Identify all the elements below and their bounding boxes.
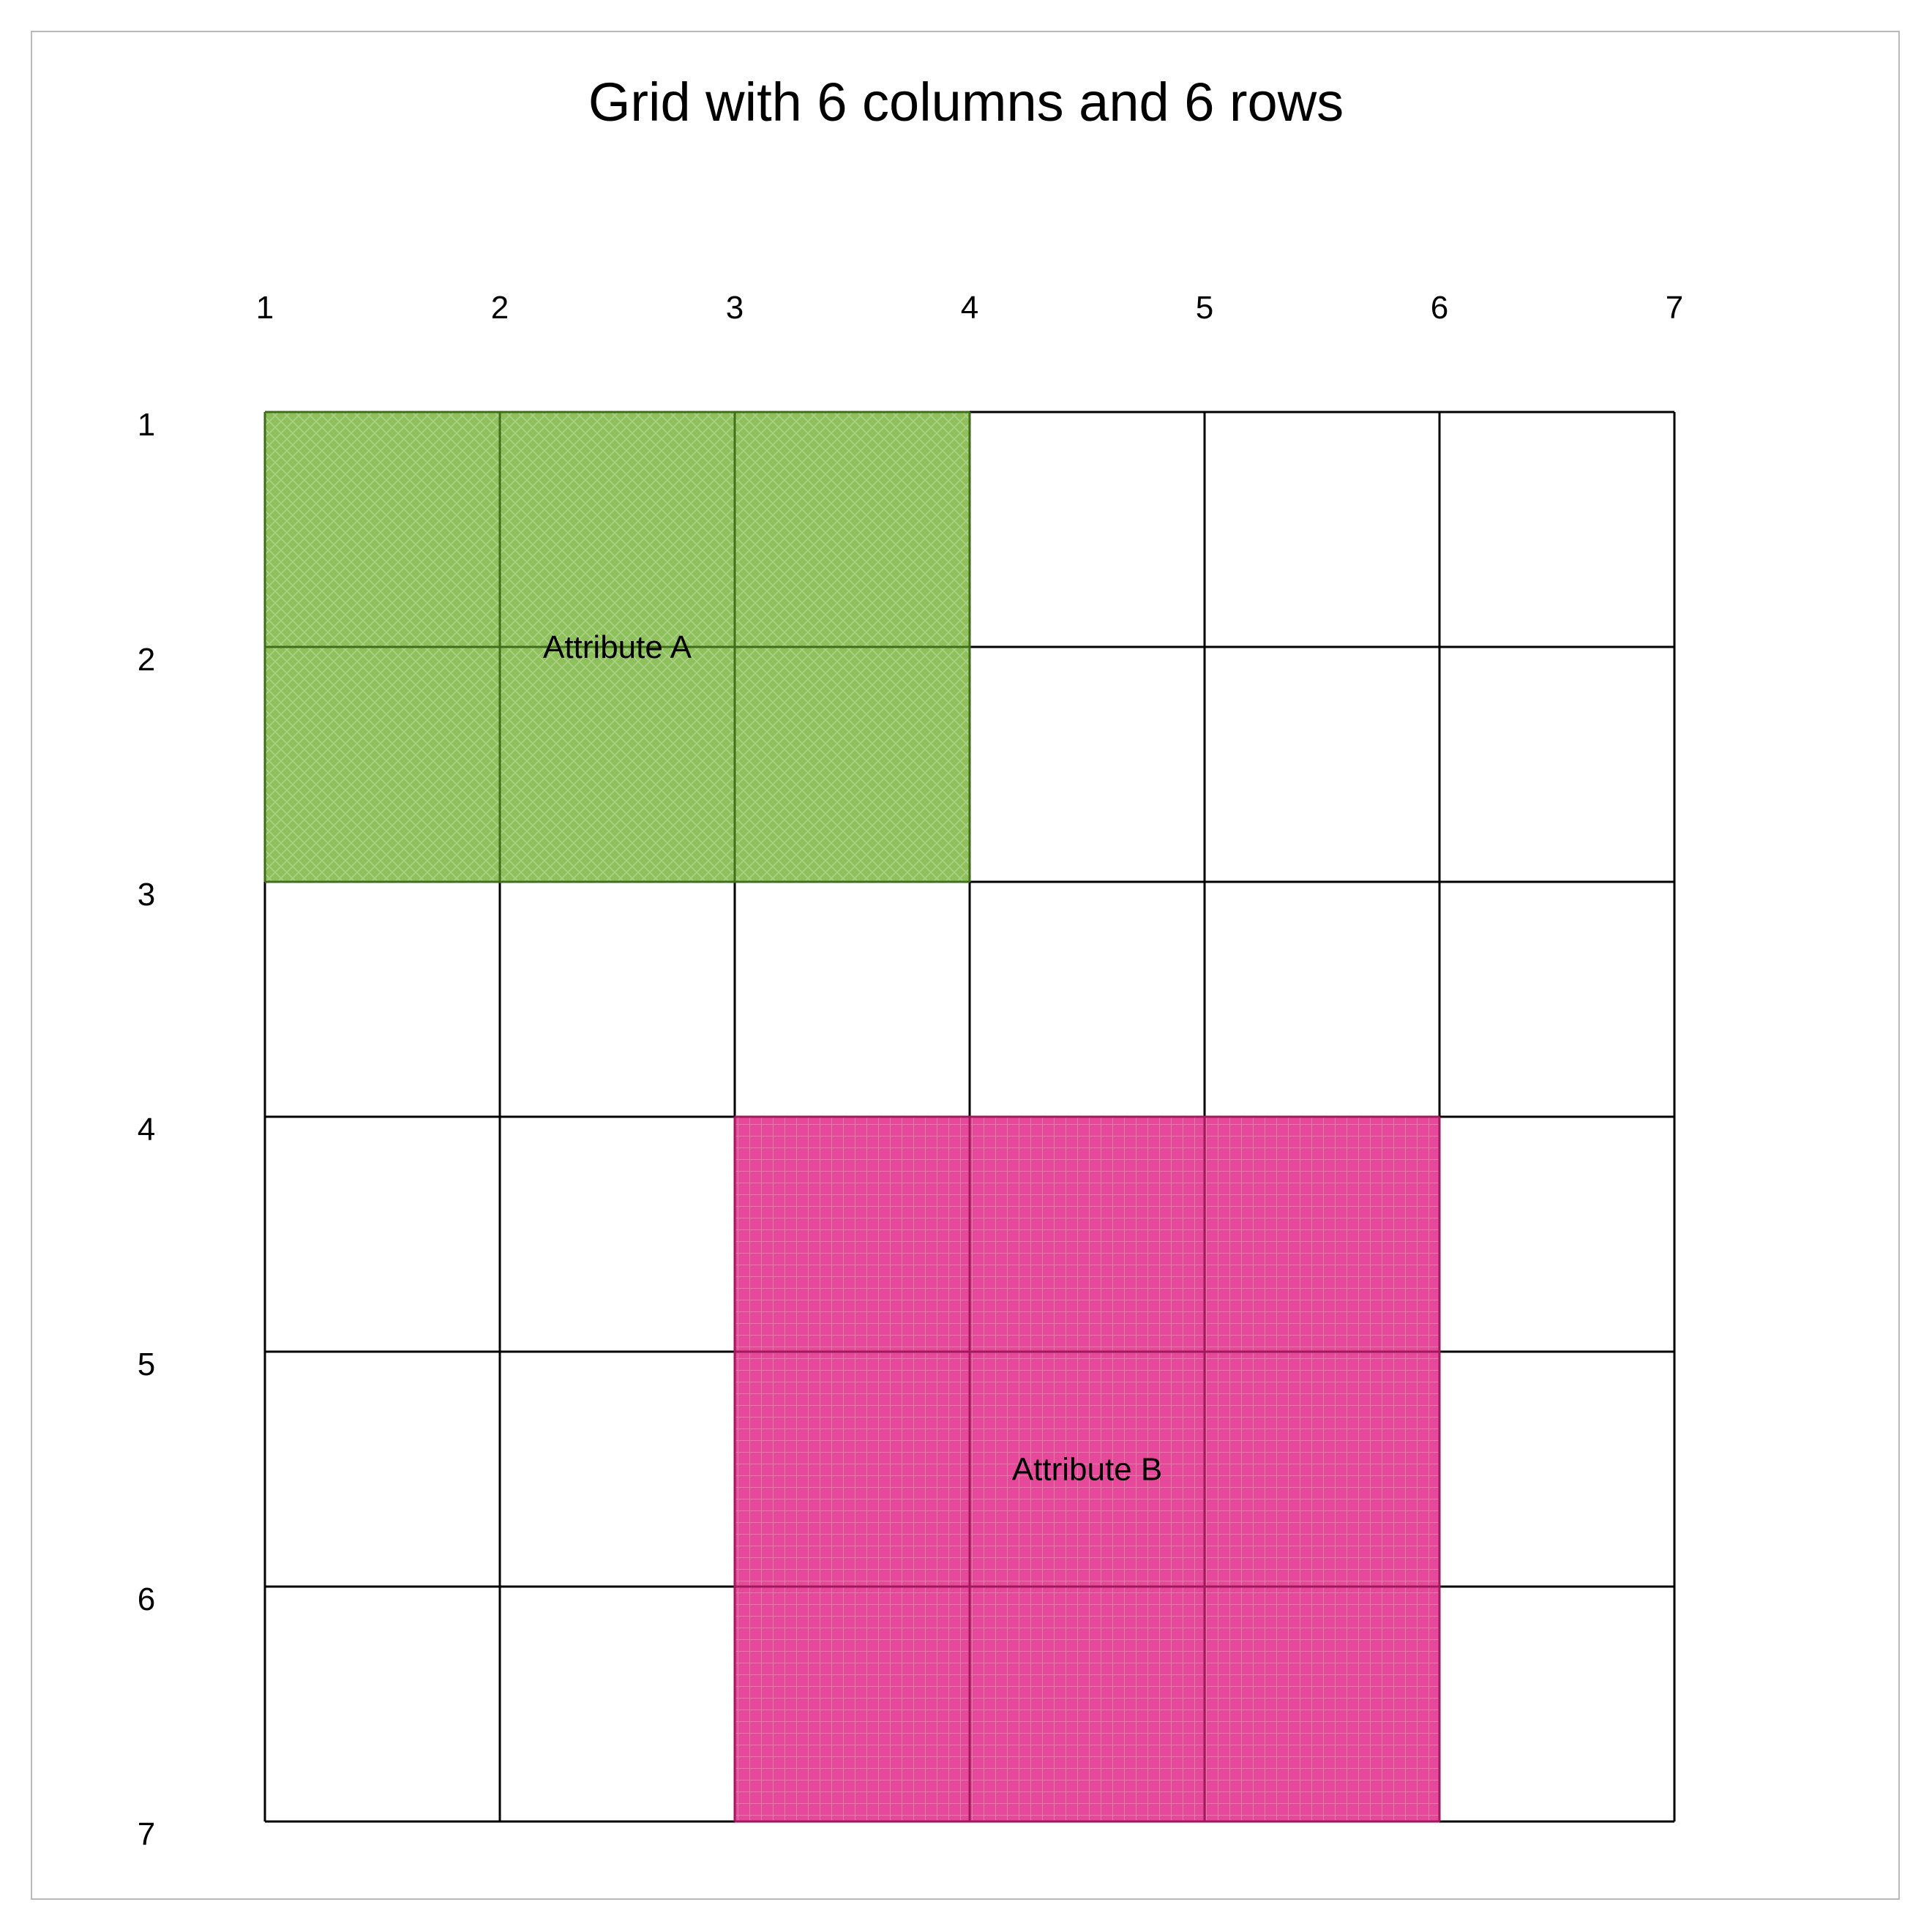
row-line-label: 7 <box>138 1816 155 1852</box>
row-line-label: 2 <box>138 642 155 678</box>
grid-area-b <box>735 1117 1439 1821</box>
area-label-a: Attribute A <box>543 629 692 665</box>
diagram-frame <box>31 31 1900 1900</box>
column-line-label: 7 <box>1666 290 1683 326</box>
column-line-label: 5 <box>1196 290 1213 326</box>
column-line-label: 3 <box>726 290 744 326</box>
column-line-label: 4 <box>961 290 978 326</box>
row-line-label: 5 <box>138 1347 155 1382</box>
area-label-b: Attribute B <box>1012 1452 1162 1488</box>
column-line-label: 1 <box>256 290 274 326</box>
row-line-label: 6 <box>138 1581 155 1617</box>
column-line-label: 6 <box>1431 290 1448 326</box>
column-line-label: 2 <box>491 290 509 326</box>
diagram-title: Grid with 6 columns and 6 rows <box>588 72 1344 132</box>
row-line-label: 4 <box>138 1112 155 1147</box>
row-line-label: 3 <box>138 877 155 913</box>
row-line-label: 1 <box>138 407 155 443</box>
